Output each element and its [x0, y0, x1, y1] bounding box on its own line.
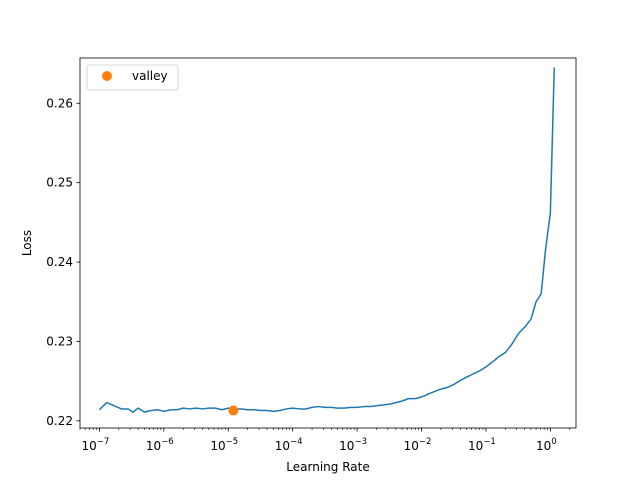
y-tick-label: 0.24	[46, 255, 73, 269]
x-axis-label: Learning Rate	[286, 460, 369, 474]
plot-area: 10−7 10−6 10−5 10−4 10−3 10−2 10−1 100 0.220.23…	[46, 57, 577, 453]
x-tick-label-exponent: −5	[226, 437, 239, 447]
x-axis-minor-ticks	[79, 428, 571, 430]
x-tick-label: 10−4	[275, 437, 303, 453]
x-tick-label-exponent: −6	[161, 437, 174, 447]
x-tick-label-exponent: −4	[290, 437, 303, 447]
x-tick-label: 10−3	[339, 437, 367, 453]
x-tick-label-exponent: −1	[483, 437, 496, 447]
x-tick-label-base: 10	[146, 439, 161, 453]
y-tick-label: 0.25	[46, 176, 73, 190]
x-tick-label-base: 10	[468, 439, 483, 453]
loss-series-line	[98, 67, 556, 413]
x-tick-label-base: 10	[210, 439, 225, 453]
legend-label-valley: valley	[132, 69, 168, 83]
legend-valley-marker	[102, 71, 112, 81]
x-tick-label-base: 10	[404, 439, 419, 453]
y-tick-label: 0.23	[46, 334, 73, 348]
x-tick-label-exponent: −3	[354, 437, 367, 447]
x-tick-label-base: 10	[275, 439, 290, 453]
x-tick-label-exponent: −7	[97, 437, 110, 447]
legend: valley	[86, 64, 179, 91]
x-tick-label: 10−5	[210, 437, 238, 453]
y-axis-label: Loss	[20, 230, 34, 256]
legend-box	[86, 64, 179, 91]
x-tick-label: 100	[536, 437, 557, 453]
x-tick-label-base: 10	[339, 439, 354, 453]
y-tick-label: 0.26	[46, 96, 73, 110]
x-tick-label-exponent: 0	[551, 437, 556, 447]
x-tick-label-base: 10	[536, 439, 551, 453]
x-axis-ticks: 10−7 10−6 10−5 10−4 10−3 10−2 10−1 100	[81, 428, 557, 453]
x-tick-label: 10−6	[146, 437, 174, 453]
valley-marker	[228, 405, 239, 416]
x-tick-label: 10−7	[81, 437, 109, 453]
y-axis-ticks: 0.22 0.23 0.24 0.25 0.26	[46, 96, 80, 428]
x-tick-label-base: 10	[81, 439, 96, 453]
x-tick-label: 10−1	[468, 437, 496, 453]
x-tick-label-exponent: −2	[419, 437, 432, 447]
x-tick-label: 10−2	[404, 437, 432, 453]
axes-frame	[79, 57, 577, 429]
y-tick-label: 0.22	[46, 414, 73, 428]
